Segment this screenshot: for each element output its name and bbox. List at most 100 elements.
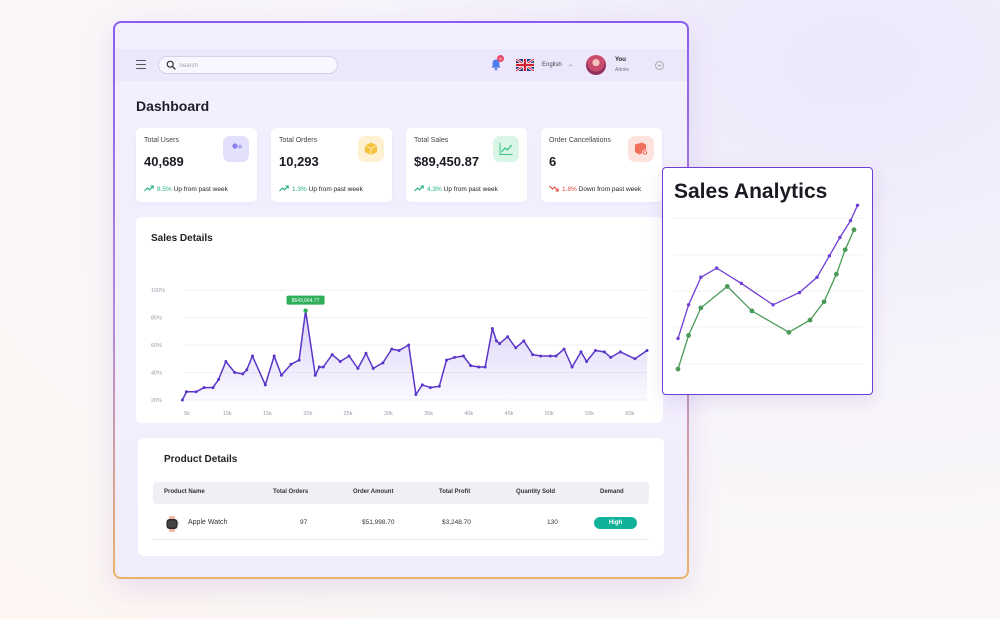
sales-point[interactable] bbox=[618, 350, 622, 354]
stat-card-order-cancellations[interactable]: Order Cancellations 6 1.8% Down from past … bbox=[541, 128, 662, 202]
sales-point[interactable] bbox=[506, 335, 510, 339]
analytics-point[interactable] bbox=[698, 305, 704, 311]
sales-point[interactable] bbox=[562, 347, 566, 351]
sales-point[interactable] bbox=[321, 365, 325, 369]
uk-flag-icon[interactable] bbox=[516, 59, 534, 71]
sales-point[interactable] bbox=[414, 393, 418, 396]
sales-point[interactable] bbox=[498, 342, 502, 346]
analytics-point[interactable] bbox=[676, 336, 680, 341]
sales-point[interactable] bbox=[633, 357, 637, 361]
table-row[interactable]: Apple Watch 97 $51,998.70 $3,248.70 130 … bbox=[153, 510, 649, 540]
sales-point[interactable] bbox=[477, 365, 481, 369]
sales-point[interactable] bbox=[194, 390, 198, 394]
analytics-point[interactable] bbox=[686, 303, 691, 307]
col-order-amount[interactable]: Order Amount bbox=[353, 489, 394, 495]
sales-point[interactable] bbox=[180, 398, 184, 402]
sales-point[interactable] bbox=[522, 339, 526, 343]
analytics-point[interactable] bbox=[749, 308, 755, 314]
sales-point[interactable] bbox=[263, 383, 267, 387]
analytics-point[interactable] bbox=[739, 281, 744, 286]
sales-point[interactable] bbox=[371, 366, 375, 370]
sales-point[interactable] bbox=[224, 360, 228, 363]
sales-point[interactable] bbox=[364, 351, 368, 355]
sales-point[interactable] bbox=[494, 339, 498, 343]
sales-point[interactable] bbox=[289, 362, 293, 366]
sales-point[interactable] bbox=[483, 365, 487, 369]
analytics-point[interactable] bbox=[821, 299, 827, 305]
sales-point[interactable] bbox=[330, 353, 334, 357]
sales-point[interactable] bbox=[585, 360, 589, 363]
sales-point[interactable] bbox=[245, 368, 249, 372]
col-total-profit[interactable]: Total Profit bbox=[439, 489, 471, 495]
sales-point[interactable] bbox=[579, 350, 583, 354]
analytics-point[interactable] bbox=[807, 317, 813, 323]
sales-point[interactable] bbox=[297, 358, 301, 362]
sales-point[interactable] bbox=[593, 349, 597, 352]
sales-point[interactable] bbox=[184, 390, 188, 394]
analytics-point[interactable] bbox=[699, 275, 703, 279]
sales-point[interactable] bbox=[645, 349, 649, 352]
sales-point[interactable] bbox=[233, 371, 237, 374]
sales-point[interactable] bbox=[317, 365, 321, 369]
analytics-point[interactable] bbox=[724, 284, 730, 289]
stat-card-total-orders[interactable]: Total Orders 10,293 1.3% Up from past week bbox=[271, 128, 392, 202]
sales-point[interactable] bbox=[272, 354, 276, 358]
analytics-point[interactable] bbox=[834, 271, 839, 277]
sales-point[interactable] bbox=[461, 354, 465, 358]
analytics-point[interactable] bbox=[851, 227, 857, 233]
sales-point[interactable] bbox=[420, 383, 424, 387]
sales-point[interactable] bbox=[453, 355, 457, 359]
analytics-point[interactable] bbox=[675, 366, 681, 372]
sales-point[interactable] bbox=[554, 354, 558, 358]
sales-point[interactable] bbox=[514, 346, 518, 350]
sales-point[interactable] bbox=[347, 354, 351, 358]
search-box[interactable] bbox=[158, 56, 338, 74]
sales-point[interactable] bbox=[602, 350, 606, 354]
analytics-point[interactable] bbox=[771, 303, 775, 307]
col-product-name[interactable]: Product Name bbox=[164, 489, 205, 495]
sales-point[interactable] bbox=[217, 377, 221, 381]
sales-point[interactable] bbox=[531, 353, 535, 357]
sales-point[interactable] bbox=[609, 355, 613, 359]
analytics-point[interactable] bbox=[848, 218, 853, 223]
analytics-point[interactable] bbox=[715, 266, 719, 270]
user-menu-chevron-down-icon[interactable] bbox=[655, 61, 664, 70]
sales-point[interactable] bbox=[338, 360, 342, 363]
search-input[interactable] bbox=[179, 60, 329, 71]
sales-point[interactable] bbox=[548, 354, 552, 358]
analytics-point[interactable] bbox=[838, 235, 842, 240]
stat-card-total-sales[interactable]: Total Sales $89,450.87 4.3% Up from past w… bbox=[406, 128, 527, 202]
sales-point[interactable] bbox=[397, 349, 401, 352]
analytics-point[interactable] bbox=[815, 275, 819, 279]
sales-point[interactable] bbox=[381, 361, 385, 365]
sales-point[interactable] bbox=[428, 386, 432, 390]
sales-point[interactable] bbox=[313, 373, 317, 377]
sales-point[interactable] bbox=[356, 366, 360, 370]
sales-point[interactable] bbox=[390, 347, 394, 351]
analytics-point[interactable] bbox=[855, 203, 860, 208]
hamburger-menu-icon[interactable] bbox=[136, 60, 146, 69]
analytics-point[interactable] bbox=[786, 329, 792, 335]
stat-card-total-users[interactable]: Total Users 40,689 8.5% Up from past week bbox=[136, 128, 257, 202]
analytics-point[interactable] bbox=[686, 333, 691, 338]
sales-point[interactable] bbox=[490, 327, 494, 330]
sales-point[interactable] bbox=[539, 354, 543, 358]
analytics-point[interactable] bbox=[797, 290, 802, 295]
sales-point[interactable] bbox=[211, 386, 215, 390]
sales-point[interactable] bbox=[445, 358, 449, 362]
sales-point[interactable] bbox=[279, 373, 283, 377]
col-quantity-sold[interactable]: Quantity Sold bbox=[516, 489, 555, 495]
sales-point[interactable] bbox=[437, 384, 441, 388]
analytics-point[interactable] bbox=[827, 254, 832, 258]
avatar[interactable] bbox=[586, 55, 606, 75]
sales-point[interactable] bbox=[241, 372, 245, 376]
language-chevron-down-icon[interactable]: ⌄ bbox=[568, 62, 574, 68]
sales-point[interactable] bbox=[202, 386, 206, 390]
col-demand[interactable]: Demand bbox=[600, 489, 624, 495]
sales-point[interactable] bbox=[469, 364, 473, 368]
analytics-point[interactable] bbox=[842, 247, 848, 253]
sales-point[interactable] bbox=[407, 343, 411, 347]
sales-point[interactable] bbox=[250, 354, 254, 358]
col-total-orders[interactable]: Total Orders bbox=[273, 489, 309, 495]
sales-point[interactable] bbox=[570, 365, 574, 369]
